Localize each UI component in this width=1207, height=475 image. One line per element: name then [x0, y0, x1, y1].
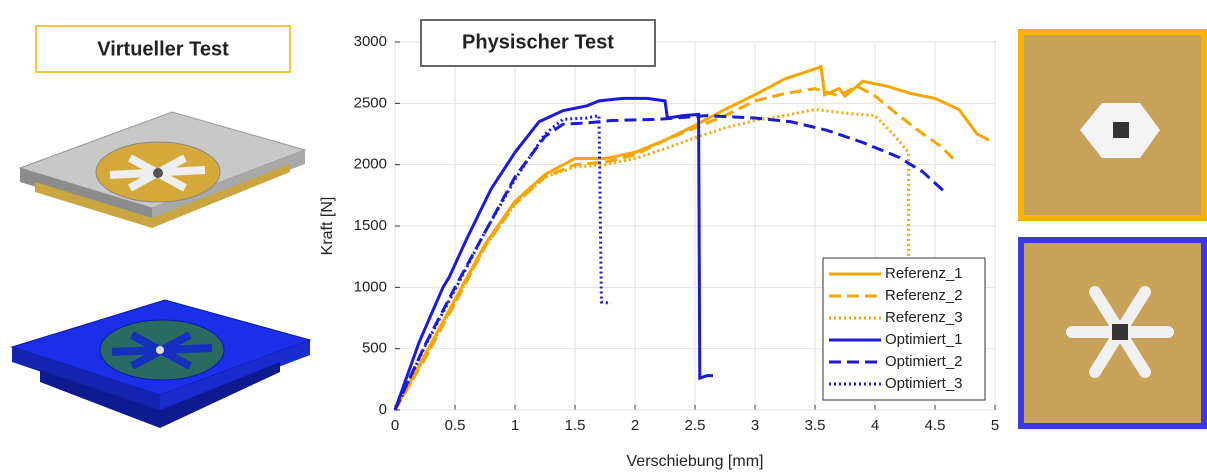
y-tick-label: 3000: [354, 33, 387, 50]
annotation: Physischer Test: [462, 31, 614, 53]
series-line: [393, 107, 911, 411]
legend-box: [822, 257, 986, 401]
y-tick-label: 2000: [354, 156, 387, 173]
virtual-title-box: [35, 25, 291, 73]
legend-label: Optimiert_1: [885, 331, 963, 348]
y-axis-label: Kraft [N]: [319, 197, 336, 256]
y-tick-label: 1500: [354, 217, 387, 234]
x-tick-label: 3.5: [805, 417, 826, 434]
x-tick-label: 2.5: [685, 417, 706, 434]
x-tick-label: 0: [391, 417, 399, 434]
virtual-model-reference: [18, 111, 307, 228]
y-tick-label: 2500: [354, 94, 387, 111]
y-tick-label: 500: [362, 340, 387, 357]
series-line: [393, 84, 955, 411]
annotation-box: [420, 19, 656, 67]
legend-label: Referenz_2: [885, 287, 963, 304]
legend-label: Referenz_3: [885, 309, 963, 326]
series-line: [393, 113, 612, 411]
x-tick-label: 3: [751, 417, 759, 434]
y-tick-label: 0: [379, 401, 387, 418]
x-tick-label: 4.5: [925, 417, 946, 434]
photo-optimized: [1018, 237, 1207, 429]
x-tick-label: 1.5: [565, 417, 586, 434]
x-tick-label: 4: [871, 417, 879, 434]
y-tick-label: 1000: [354, 278, 387, 295]
legend-label: Optimiert_2: [885, 353, 963, 370]
x-tick-label: 2: [631, 417, 639, 434]
series-line: [393, 64, 990, 411]
virtual-model-optimized: [10, 299, 312, 428]
x-tick-label: 1: [511, 417, 519, 434]
x-axis-label: Verschiebung [mm]: [627, 453, 764, 470]
series-line: [393, 96, 713, 411]
photo-reference: [1018, 29, 1207, 221]
virtual-title: Virtueller Test: [97, 38, 229, 60]
x-tick-label: 0.5: [445, 417, 466, 434]
legend-label: Optimiert_3: [885, 375, 963, 392]
series-line: [393, 114, 949, 411]
x-tick-label: 5: [991, 417, 999, 434]
legend-label: Referenz_1: [885, 265, 963, 282]
